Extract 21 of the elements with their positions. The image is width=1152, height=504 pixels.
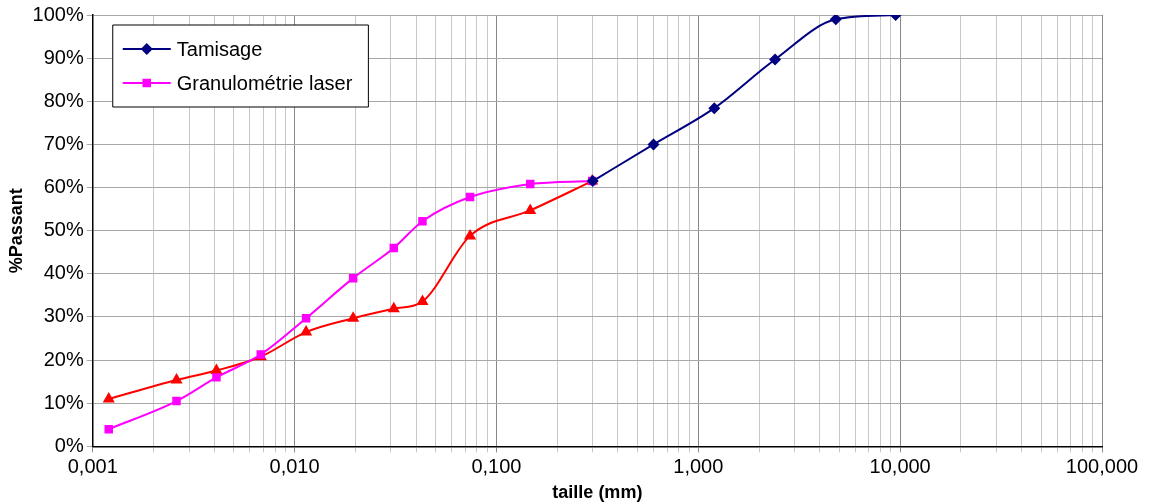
y-tick-label: 100% (32, 2, 84, 25)
x-tick-label: 1,000 (673, 454, 724, 477)
y-tick-label: 50% (43, 218, 84, 241)
x-tick-label: 0,001 (67, 454, 118, 477)
y-tick-label: 80% (43, 88, 84, 111)
x-tick-label: 0,010 (269, 454, 320, 477)
x-tick-label: 0,100 (471, 454, 522, 477)
y-tick-label: 30% (43, 304, 84, 327)
y-tick-label: 0% (54, 433, 84, 456)
y-tick-label: 40% (43, 261, 84, 284)
x-tick-label: 100,000 (1065, 454, 1139, 477)
y-tick-label: 10% (43, 390, 84, 413)
x-tick-label: 10,000 (869, 454, 931, 477)
y-tick-label: 20% (43, 347, 84, 370)
legend-label: Tamisage (176, 37, 263, 60)
y-tick-label: 60% (43, 175, 84, 198)
y-tick-label: 90% (43, 45, 84, 68)
x-axis-title: taille (mm) (552, 482, 643, 503)
y-axis-title: %Passant (5, 188, 26, 274)
legend-label: Granulométrie laser (176, 71, 353, 94)
y-tick-label: 70% (43, 131, 84, 154)
